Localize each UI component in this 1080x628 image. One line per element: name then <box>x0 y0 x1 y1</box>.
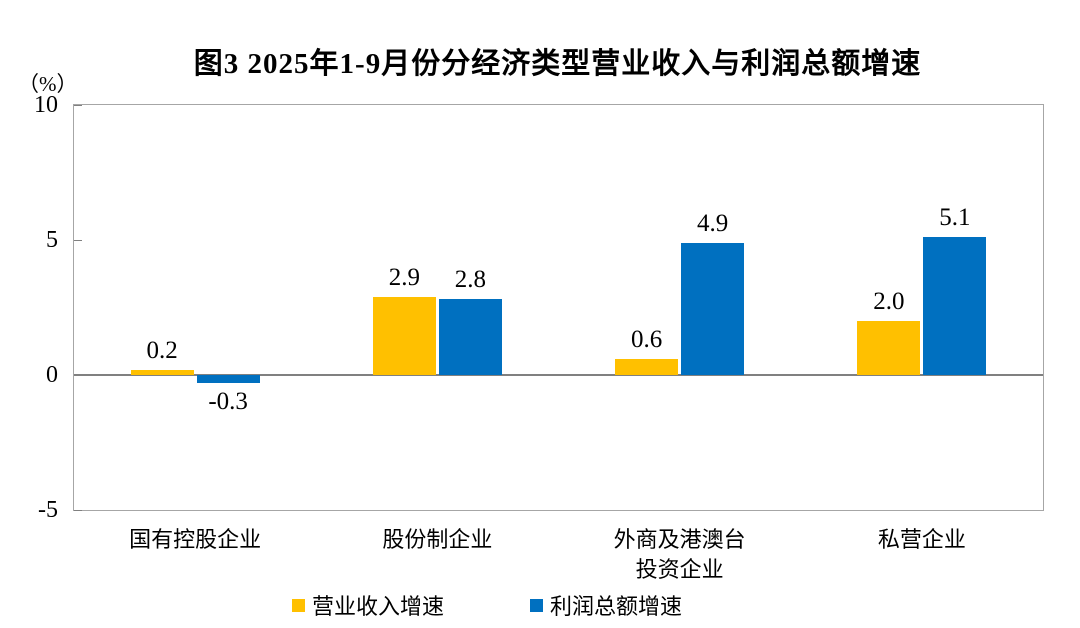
chart-title: 图3 2025年1-9月份分经济类型营业收入与利润总额增速 <box>193 48 922 80</box>
bar-profit-growth <box>681 242 745 375</box>
legend-swatch-revenue-growth <box>292 598 305 612</box>
legend-label-revenue-growth: 营业收入增速 <box>312 594 445 619</box>
legend: 营业收入增速 利润总额增速 <box>292 589 682 621</box>
x-axis-label: 股份制企业 <box>316 525 558 555</box>
y-axis-tick-mark <box>74 510 82 511</box>
x-axis-label: 国有控股企业 <box>74 525 316 555</box>
bar-revenue-growth <box>372 296 436 375</box>
x-axis-label: 私营企业 <box>801 525 1043 555</box>
x-axis-label-line: 国有控股企业 <box>129 527 262 552</box>
bar-revenue-growth <box>615 358 679 375</box>
zero-line <box>74 374 1043 376</box>
legend-item-profit-growth: 利润总额增速 <box>530 589 682 621</box>
y-axis-tick-mark <box>74 240 82 241</box>
bar-value-label: 2.8 <box>454 266 486 294</box>
legend-swatch-profit-growth <box>530 598 544 612</box>
y-axis-tick-label: 0 <box>46 362 58 388</box>
bar-value-label: -0.3 <box>208 388 248 416</box>
legend-item-revenue-growth: 营业收入增速 <box>292 589 444 621</box>
y-axis-tick-label: -5 <box>38 497 58 523</box>
bar-value-label: 0.6 <box>631 325 663 353</box>
x-axis-label-line: 股份制企业 <box>382 527 493 552</box>
legend-label-profit-growth: 利润总额增速 <box>550 594 683 619</box>
y-axis-tick-mark <box>74 105 82 106</box>
y-axis-tick-label: 5 <box>46 227 58 253</box>
bar-value-label: 0.2 <box>146 336 178 364</box>
bar-value-label: 4.9 <box>697 209 729 237</box>
x-axis-label: 外商及港澳台 投资企业 <box>559 525 801 585</box>
x-axis-label-line: 外商及港澳台 <box>613 527 746 552</box>
bar-profit-growth <box>196 375 260 384</box>
bar-profit-growth <box>923 237 987 375</box>
bar-value-label: 5.1 <box>939 204 971 232</box>
y-axis-unit-label: （%） <box>18 72 78 96</box>
bar-value-label: 2.9 <box>388 263 420 291</box>
x-axis-label-line: 私营企业 <box>877 527 966 552</box>
bar-revenue-growth <box>857 321 921 375</box>
plot-area: 10 5 0 -5 0.2 2.9 0.6 2.0 -0.3 2.8 4.9 5.1 国有控股企业 股份制… <box>34 92 1044 582</box>
bar-profit-growth <box>438 299 502 375</box>
y-axis-tick-label: 10 <box>34 92 58 118</box>
bar-value-label: 2.0 <box>873 288 905 315</box>
bar-revenue-growth <box>130 369 194 375</box>
x-axis-label-line: 投资企业 <box>635 557 724 582</box>
